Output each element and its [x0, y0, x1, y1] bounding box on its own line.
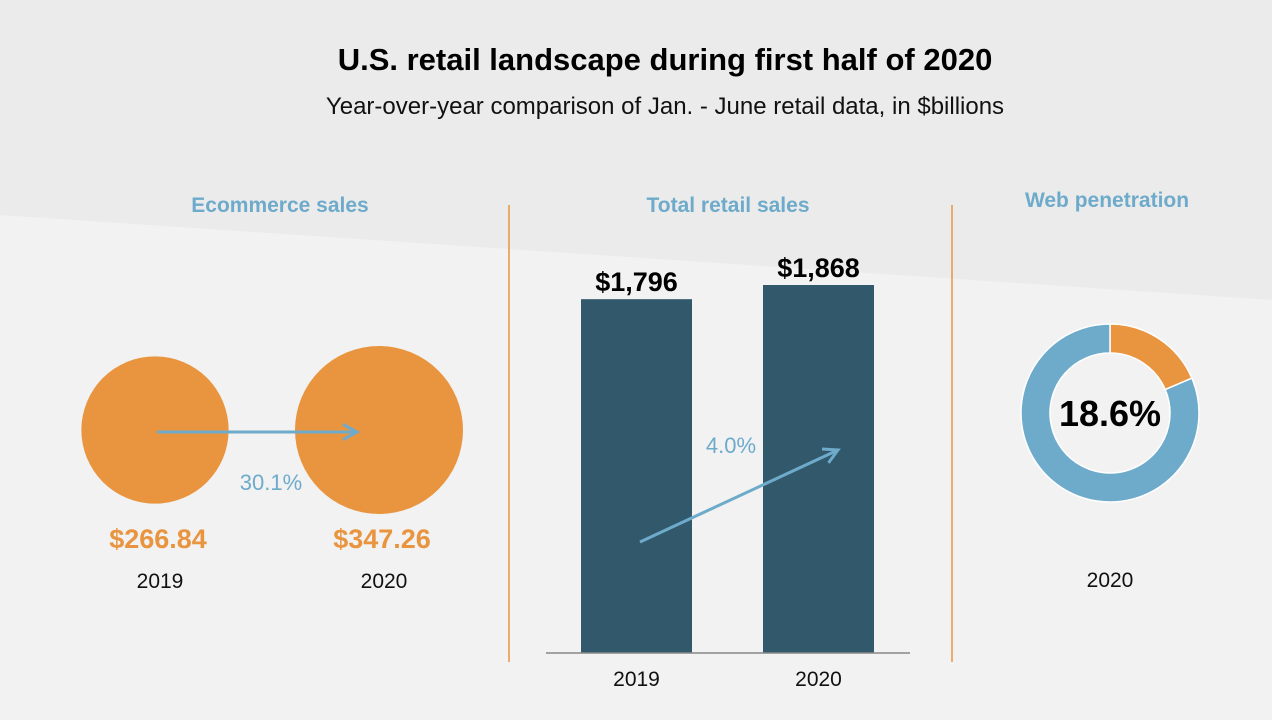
- retail-section-title: Total retail sales: [646, 194, 810, 217]
- retail-year-label: 2019: [613, 668, 660, 691]
- chart-title: U.S. retail landscape during first half …: [337, 42, 993, 77]
- ecommerce-growth-arrow-head: [342, 423, 361, 441]
- web-penetration-slice: [1109, 323, 1193, 391]
- retail-growth-arrow: [639, 448, 839, 544]
- retail-bar-2020: [763, 285, 874, 653]
- ecommerce-section-title: Ecommerce sales: [191, 194, 369, 217]
- retail-growth-arrow-head: [821, 447, 841, 464]
- remaining-slice: [1020, 323, 1200, 503]
- ecommerce-bubble-2020: [295, 346, 463, 514]
- ecommerce-year-label: 2020: [361, 570, 408, 593]
- retail-year-label: 2020: [795, 668, 842, 691]
- web-year-label: 2020: [1087, 569, 1134, 592]
- ecommerce-value-label: $347.26: [333, 524, 431, 554]
- retail-value-label: $1,796: [595, 267, 678, 297]
- retail-change-label: 4.0%: [706, 433, 756, 458]
- ecommerce-change-label: 30.1%: [240, 470, 302, 495]
- ecommerce-bubble-2019: [81, 356, 229, 504]
- retail-bar-2019: [581, 299, 692, 653]
- ecommerce-year-label: 2019: [137, 570, 184, 593]
- web-penetration-center-label: 18.6%: [1059, 393, 1161, 434]
- chart-subtitle: Year-over-year comparison of Jan. - June…: [325, 93, 1005, 120]
- ecommerce-value-label: $266.84: [109, 524, 207, 554]
- retail-value-label: $1,868: [777, 253, 860, 283]
- web-section-title: Web penetration: [1024, 189, 1190, 212]
